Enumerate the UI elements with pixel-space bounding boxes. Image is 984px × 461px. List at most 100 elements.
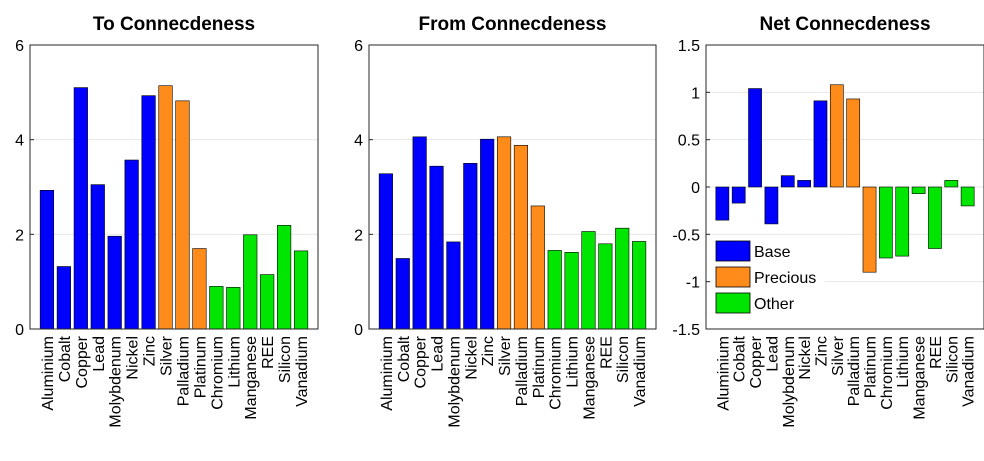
bar-aluminium [39,190,55,330]
y-tick-label: 2 [15,227,24,244]
x-tick-label: Chromium [209,336,226,410]
bar-nickel [124,159,139,330]
bar-molybdenum [780,175,795,188]
x-tick-label: Cobalt [57,335,74,382]
bar-palladium [175,100,190,330]
bar-chromium [547,250,562,330]
bar-lithium [226,287,241,330]
x-tick-label: REE [598,336,615,369]
x-tick-label: Manganese [912,336,929,420]
x-tick-label: Lithium [226,336,243,388]
x-tick-label: Lithium [565,336,582,388]
x-tick-label: Aluminium [715,336,732,411]
y-tick-label: 6 [354,38,363,55]
y-tick-label: -1 [686,275,700,292]
bar-vanadium [632,241,647,330]
bar-ree [260,274,275,330]
x-tick-label: Aluminium [40,336,57,411]
bar-nickel [463,163,478,330]
legend-swatch-other [715,292,751,314]
x-tick-label: Palladium [514,336,531,406]
bar-vanadium [293,250,309,330]
legend-label: Precious [754,270,816,287]
bar-aluminium [715,186,730,221]
x-tick-label: Cobalt [396,335,413,382]
x-tick-label: Molybdenum [781,336,798,428]
bar-zinc [813,100,828,188]
x-tick-label: Molybdenum [446,336,463,428]
bar-cobalt [56,266,71,330]
x-tick-label: Silicon [944,336,961,383]
x-tick-label: Silver [159,335,176,376]
bar-silicon [615,227,630,330]
bar-silicon [277,225,292,330]
legend-label: Base [754,244,791,261]
bar-platinum [862,186,877,273]
y-tick-label: 0 [15,322,24,339]
x-tick-label: REE [260,336,277,369]
y-tick-label: 2 [354,227,363,244]
x-tick-label: Silicon [277,336,294,383]
bar-copper [73,87,88,330]
legend-swatch-precious [715,266,751,288]
x-tick-label: Manganese [243,336,260,420]
bar-palladium [846,98,861,188]
y-tick-label: 1.5 [678,38,700,55]
bar-cobalt [395,258,410,330]
y-tick-label: -0.5 [672,227,700,244]
y-tick-label: -1.5 [672,322,700,339]
legend-label: Other [754,296,795,313]
axes-box [705,44,984,330]
bar-manganese [911,186,926,194]
y-tick-label: 0.5 [678,133,700,150]
y-tick-label: 0 [691,180,700,197]
bar-palladium [513,145,528,330]
x-tick-label: REE [928,336,945,369]
x-tick-label: Aluminium [379,336,396,411]
x-tick-label: Zinc [813,336,830,366]
x-tick-label: Lead [91,336,108,372]
y-tick-label: 4 [15,133,24,150]
bar-silicon [944,180,959,188]
bar-lithium [895,186,910,257]
x-tick-label: Platinum [531,336,548,398]
x-tick-label: Lithium [895,336,912,388]
x-tick-label: Lead [764,336,781,372]
bar-aluminium [378,173,393,330]
bar-manganese [581,231,596,330]
panel-to-connectedness: To Connecdeness 0 2 4 6 Aluminium Cobalt Coppe… [15,14,319,428]
panel-net-connectedness: Net Connecdeness -1.5 -1 -0.5 0 0.5 1 1.5 Alumi… [672,14,984,428]
chart-title: From Connecdeness [419,14,607,35]
x-tick-label: Vanadium [961,336,978,407]
x-tick-label: Nickel [797,336,814,380]
bar-chromium [209,286,224,330]
x-tick-label: Cobalt [732,335,749,382]
y-tick-label: 1 [691,85,700,102]
bar-nickel [797,180,811,188]
bar-silver [829,84,844,188]
x-tick-label: Zinc [142,336,159,366]
bar-vanadium [960,186,975,207]
bar-lead [429,165,444,330]
bar-copper [748,88,762,188]
x-tick-label: Nickel [463,336,480,380]
bar-lead [90,184,105,330]
bar-platinum [192,248,207,330]
bar-lithium [564,252,579,330]
x-tick-label: Molybdenum [108,336,125,428]
bar-ree [598,243,613,330]
bar-copper [412,136,427,330]
x-tick-label: Copper [748,335,765,388]
bar-molybdenum [107,235,122,330]
x-tick-label: Silver [497,335,514,376]
x-tick-label: Zinc [480,336,497,366]
x-tick-label: Manganese [581,336,598,420]
x-tick-label: Silver [830,335,847,376]
axes-box [29,44,319,330]
panel-from-connectedness: From Connecdeness 0 2 4 6 Aluminium Cobalt Cop… [354,14,657,428]
x-tick-label: Silicon [615,336,632,383]
chart-title: Net Connecdeness [759,14,930,35]
x-tick-label: Lead [430,336,447,372]
x-tick-label: Platinum [863,336,880,398]
axes-box [368,44,657,330]
